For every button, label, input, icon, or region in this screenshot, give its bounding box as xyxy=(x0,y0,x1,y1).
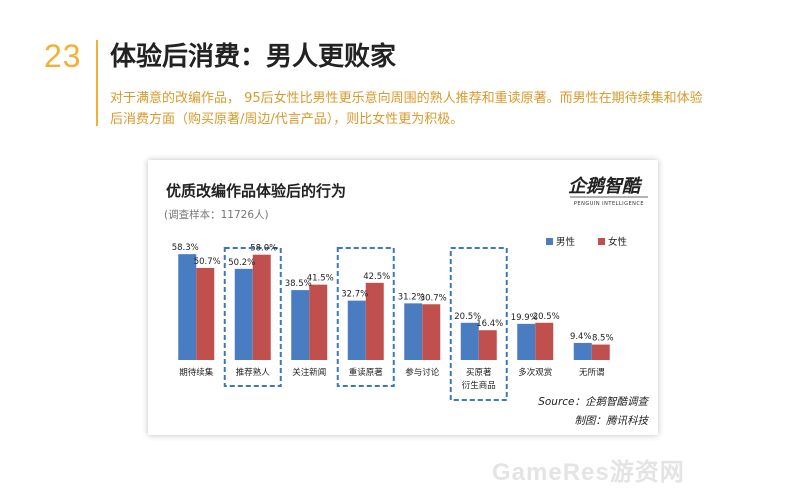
category-label: 买原著 xyxy=(466,367,492,378)
watermark: GameRes游资网 xyxy=(492,459,685,486)
category-label: 关注新闻 xyxy=(292,367,326,378)
bar-value-label: 38.5% xyxy=(285,279,312,289)
legend-swatch-female xyxy=(598,238,605,245)
bar-value-label: 30.7% xyxy=(420,293,447,303)
bar-female xyxy=(535,322,554,360)
chart-card: 优质改编作品体验后的行为 (调查样本：11726人) 企鹅智酷 PENGUIN … xyxy=(148,160,658,435)
bar-male xyxy=(347,300,366,360)
bar-chart: 优质改编作品体验后的行为 (调查样本：11726人) 企鹅智酷 PENGUIN … xyxy=(164,176,650,427)
bar-value-label: 58.0% xyxy=(250,244,277,254)
category-label: 推荐熟人 xyxy=(236,367,271,378)
bar-value-label: 41.5% xyxy=(307,274,334,284)
bar-male xyxy=(404,303,423,360)
bar-female xyxy=(422,304,441,360)
category-label: 期待续集 xyxy=(179,367,214,378)
bar-value-label: 20.5% xyxy=(454,312,481,322)
bar-value-label: 9.4% xyxy=(570,332,592,342)
bar-value-label: 50.2% xyxy=(228,258,255,268)
bar-value-label: 31.2% xyxy=(398,292,425,302)
category-label: 参与讨论 xyxy=(405,367,440,378)
bar-value-label: 16.4% xyxy=(476,319,503,329)
slide-number: 23 xyxy=(44,38,82,74)
highlight-box xyxy=(223,247,282,387)
slide-title: 体验后消费：男人更败家 xyxy=(110,42,397,72)
bar-male xyxy=(573,342,592,360)
title-accent-bar xyxy=(96,40,98,126)
bar-female xyxy=(252,254,271,360)
credit-text: 制图：腾讯科技 xyxy=(575,415,650,427)
bar-female xyxy=(309,284,328,360)
highlight-box xyxy=(449,247,508,401)
bar-male xyxy=(178,254,197,360)
bar-value-label: 20.5% xyxy=(533,312,560,322)
bar-male xyxy=(291,290,310,360)
bar-female xyxy=(591,344,610,360)
bar-female xyxy=(478,330,497,360)
bar-female xyxy=(196,267,215,360)
bar-female xyxy=(365,282,384,360)
category-label: 无所谓 xyxy=(579,367,605,378)
bar-value-label: 19.9% xyxy=(511,313,538,323)
bar-value-label: 42.5% xyxy=(363,272,390,282)
bar-value-label: 32.7% xyxy=(341,290,368,300)
highlight-box xyxy=(336,247,395,387)
category-label: 衍生商品 xyxy=(462,380,496,391)
logo-tagline: PENGUIN INTELLIGENCE xyxy=(574,201,644,207)
bar-male xyxy=(517,323,536,360)
legend-label: 男性 xyxy=(556,236,576,248)
bar-value-label: 8.5% xyxy=(592,334,614,344)
logo-name: 企鹅智酷 xyxy=(568,176,643,197)
source-text: Source：企鹅智酷调查 xyxy=(538,396,649,408)
chart-title: 优质改编作品体验后的行为 xyxy=(166,182,346,200)
chart-subtitle: (调查样本：11726人) xyxy=(164,208,269,221)
legend-swatch-male xyxy=(546,238,553,245)
bar-value-label: 58.3% xyxy=(172,243,199,253)
category-label: 多次观赏 xyxy=(518,367,552,378)
bar-value-label: 50.7% xyxy=(194,257,221,267)
bar-male xyxy=(234,268,253,360)
penguin-logo: 企鹅智酷 PENGUIN INTELLIGENCE xyxy=(568,176,648,207)
legend-label: 女性 xyxy=(608,236,628,248)
category-label: 重读原著 xyxy=(349,367,384,378)
bar-male xyxy=(460,322,479,360)
slide-description: 对于满意的改编作品， 95后女性比男性更乐意向周围的熟人推荐和重读原著。而男性在… xyxy=(110,91,703,127)
